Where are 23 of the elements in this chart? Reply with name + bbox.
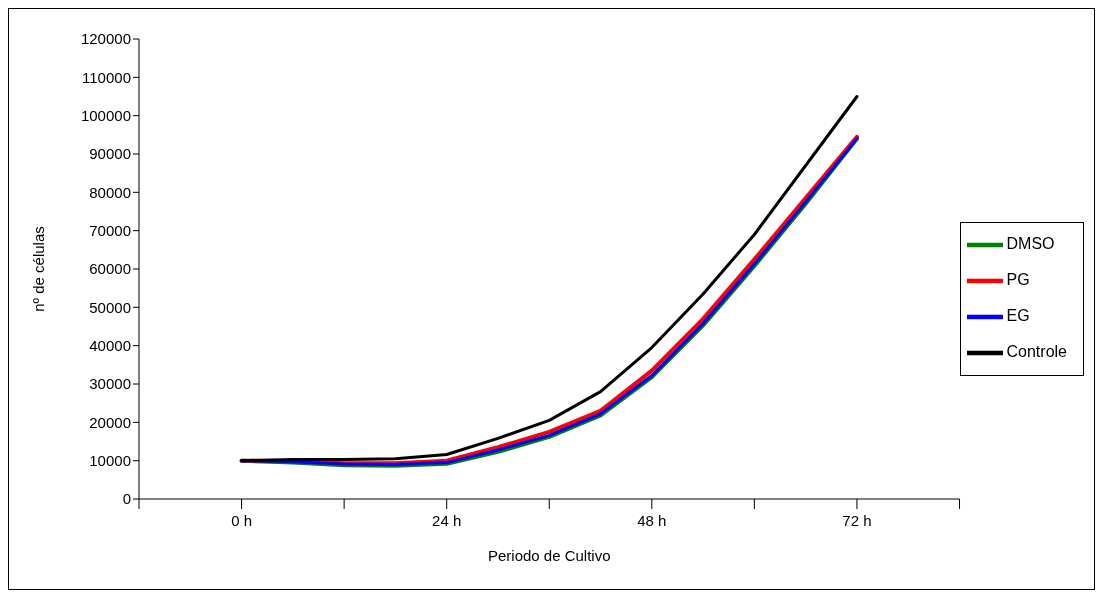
x-tick-label: 0 h bbox=[231, 511, 252, 529]
y-tick-label: 70000 bbox=[89, 221, 131, 239]
y-axis-title: nº de células bbox=[30, 226, 48, 312]
legend-label: PG bbox=[1006, 271, 1030, 289]
y-tick-label: 80000 bbox=[89, 183, 131, 201]
x-axis-title: Periodo de Cultivo bbox=[487, 547, 611, 564]
y-tick-label: 120000 bbox=[80, 30, 131, 48]
y-tick-label: 20000 bbox=[89, 413, 131, 431]
y-tick-label: 0 bbox=[122, 490, 131, 508]
x-tick-label: 72 h bbox=[842, 511, 872, 529]
legend-label: EG bbox=[1006, 307, 1030, 325]
y-tick-label: 60000 bbox=[89, 260, 131, 278]
y-tick-label: 100000 bbox=[80, 106, 131, 124]
y-tick-label: 30000 bbox=[89, 375, 131, 393]
x-tick-label: 24 h bbox=[432, 511, 462, 529]
legend-label: Controle bbox=[1006, 343, 1067, 361]
y-tick-label: 50000 bbox=[89, 298, 131, 316]
y-tick-label: 40000 bbox=[89, 336, 131, 354]
legend-label: DMSO bbox=[1006, 235, 1055, 253]
y-tick-label: 90000 bbox=[89, 145, 131, 163]
y-tick-label: 10000 bbox=[89, 451, 131, 469]
x-tick-label: 48 h bbox=[637, 511, 667, 529]
y-tick-label: 110000 bbox=[82, 68, 131, 86]
